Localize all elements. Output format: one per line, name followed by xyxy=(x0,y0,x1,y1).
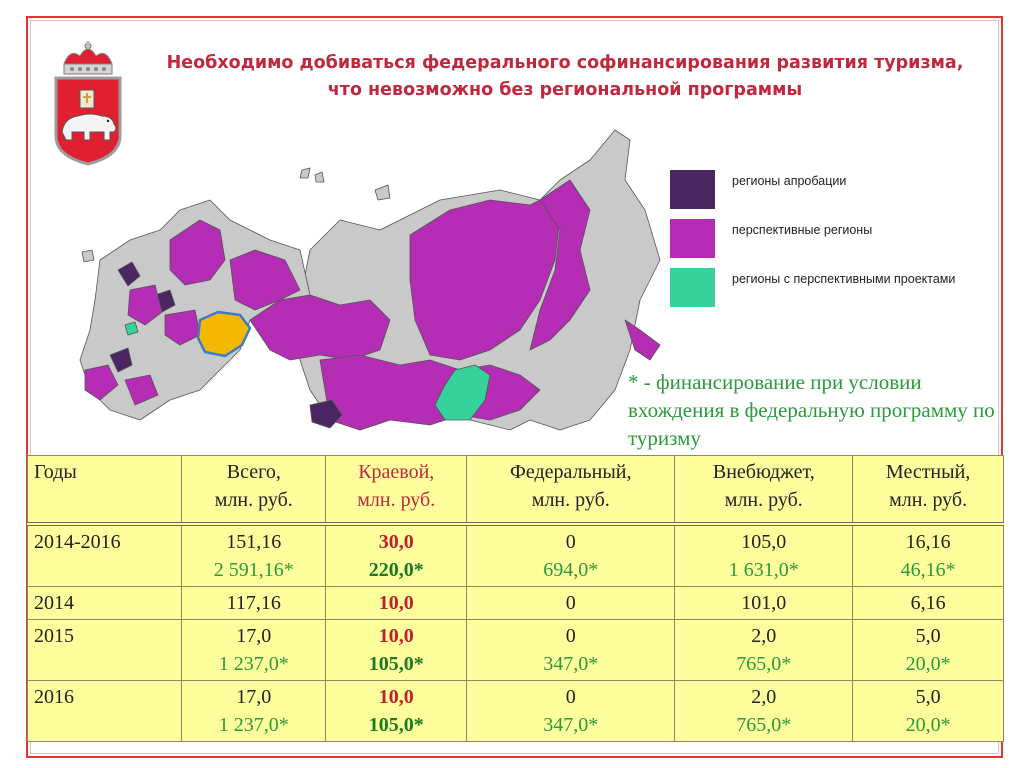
legend-swatch-dark xyxy=(670,170,715,209)
header-regional: Краевой, млн. руб. xyxy=(325,455,468,526)
coat-of-arms-emblem xyxy=(54,41,122,166)
legend-item: регионы апробации xyxy=(670,168,1010,217)
cell-federal: 0 xyxy=(466,586,676,620)
cell-regional: 10,0 105,0* xyxy=(325,680,468,742)
inner-frame xyxy=(30,20,999,754)
map-legend: регионы апробации перспективные регионы … xyxy=(670,168,1010,315)
funding-table: Годы Всего, млн. руб. Краевой, млн. руб. Ф… xyxy=(26,455,1004,742)
cell-local: 16,16 46,16* xyxy=(852,523,1004,587)
cell-regional: 10,0 xyxy=(325,586,468,620)
table-row: 2014 117,16 10,0 0 101,0 6,16 xyxy=(26,586,1004,620)
cell-local: 5,0 20,0* xyxy=(852,619,1004,681)
cell-regional: 30,0 220,0* xyxy=(325,523,468,587)
russia-regions-map xyxy=(79,129,661,431)
cell-extrabudget: 105,0 1 631,0* xyxy=(674,523,854,587)
cell-year: 2015 xyxy=(26,619,183,681)
cell-federal: 0 347,0* xyxy=(466,619,676,681)
table-row: 2015 17,0 1 237,0* 10,0 105,0* 0 347,0* 2,0… xyxy=(26,619,1004,681)
cell-total: 17,0 1 237,0* xyxy=(181,680,327,742)
header-federal: Федеральный, млн. руб. xyxy=(466,455,676,526)
cell-total: 17,0 1 237,0* xyxy=(181,619,327,681)
funding-footnote: * - финансирование при условии вхождения… xyxy=(628,370,995,450)
cell-year: 2014-2016 xyxy=(26,523,183,587)
cell-total: 151,16 2 591,16* xyxy=(181,523,327,587)
table-row: 2016 17,0 1 237,0* 10,0 105,0* 0 347,0* 2,0… xyxy=(26,680,1004,742)
cell-local: 6,16 xyxy=(852,586,1004,620)
cell-extrabudget: 2,0 765,0* xyxy=(674,680,854,742)
page-title: Необходимо добиваться федерального софин… xyxy=(166,53,964,100)
table-row: 2014-2016 151,16 2 591,16* 30,0 220,0* 0 69… xyxy=(26,523,1004,587)
cell-year: 2014 xyxy=(26,586,183,620)
header-total: Всего, млн. руб. xyxy=(181,455,327,526)
cell-extrabudget: 2,0 765,0* xyxy=(674,619,854,681)
cell-year: 2016 xyxy=(26,680,183,742)
legend-label: перспективные регионы xyxy=(732,223,873,237)
legend-item: регионы с перспективными проектами xyxy=(670,266,1010,315)
header-extrabudget: Внебюджет, млн. руб. xyxy=(674,455,854,526)
cell-federal: 0 694,0* xyxy=(466,523,676,587)
legend-swatch-green xyxy=(670,268,715,307)
cell-extrabudget: 101,0 xyxy=(674,586,854,620)
outer-frame xyxy=(26,16,1003,758)
header-years: Годы xyxy=(26,455,183,526)
legend-label: регионы с перспективными проектами xyxy=(732,272,956,286)
legend-swatch-purple xyxy=(670,219,715,258)
cell-local: 5,0 20,0* xyxy=(852,680,1004,742)
cell-federal: 0 347,0* xyxy=(466,680,676,742)
header-local: Местный, млн. руб. xyxy=(852,455,1004,526)
legend-item: перспективные регионы xyxy=(670,217,1010,266)
cell-regional: 10,0 105,0* xyxy=(325,619,468,681)
crown-icon xyxy=(63,41,113,75)
legend-label: регионы апробации xyxy=(732,174,847,188)
table-header-row: Годы Всего, млн. руб. Краевой, млн. руб. Ф… xyxy=(26,455,1004,526)
cell-total: 117,16 xyxy=(181,586,327,620)
